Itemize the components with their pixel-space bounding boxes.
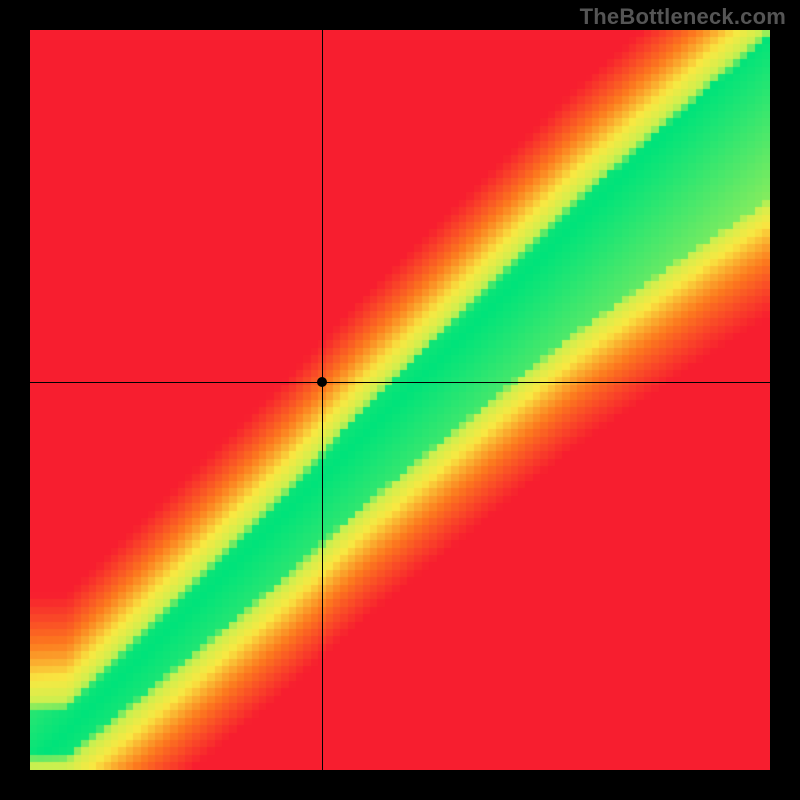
marker-dot bbox=[317, 377, 327, 387]
chart-container: TheBottleneck.com bbox=[0, 0, 800, 800]
watermark-text: TheBottleneck.com bbox=[580, 4, 786, 30]
crosshair-vertical bbox=[322, 30, 323, 770]
crosshair-horizontal bbox=[30, 382, 770, 383]
bottleneck-heatmap bbox=[30, 30, 770, 770]
